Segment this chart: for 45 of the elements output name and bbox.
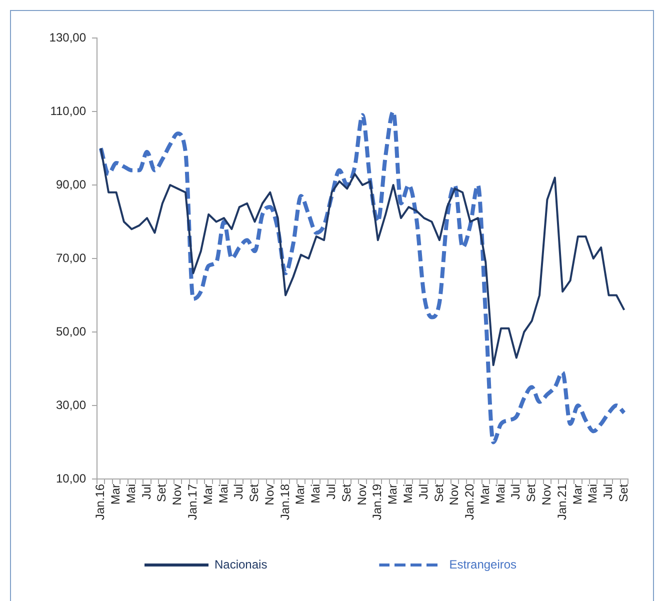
x-tick-label: Nov: [170, 484, 184, 506]
x-tick-label: Mar: [386, 484, 400, 505]
x-tick-label: Jan.19: [370, 484, 384, 520]
x-tick-label: Mai: [124, 484, 138, 504]
x-tick-label: Nov: [262, 484, 276, 506]
x-tick-label: Set: [616, 483, 630, 502]
x-tick-label: Set: [339, 483, 354, 502]
x-tick-label: Mai: [216, 484, 230, 504]
x-tick-label: Jan.16: [93, 484, 108, 520]
x-tick-label: Mar: [293, 484, 308, 505]
x-tick-label: Mai: [400, 484, 415, 504]
x-tick-label: Set: [432, 483, 446, 502]
x-tick-label: Jan.18: [278, 484, 292, 520]
x-tick-label: Jan.21: [554, 484, 569, 520]
x-tick-label: Mar: [108, 484, 123, 505]
x-tick-label: Nov: [354, 484, 369, 506]
x-tick-label: Jul: [324, 484, 338, 500]
x-tick-label: Nov: [540, 484, 554, 506]
y-tick-label: 70,00: [56, 250, 86, 265]
x-tick-label: Mar: [570, 484, 584, 505]
x-tick-label: Set: [524, 483, 538, 502]
x-tick-label: Set: [247, 483, 262, 502]
x-tick-label: Jan.17: [186, 484, 200, 520]
y-tick-label: 30,00: [56, 398, 86, 412]
x-tick-label: Mai: [586, 484, 600, 504]
x-tick-label: Mai: [308, 484, 323, 504]
x-tick-label: Jul: [139, 484, 154, 500]
x-tick-label: Mar: [478, 484, 492, 505]
x-tick-label: Mar: [200, 484, 215, 505]
x-tick-label: Jan.20: [462, 484, 477, 520]
y-tick-label: 90,00: [56, 177, 86, 192]
y-tick-label: 10,00: [56, 471, 86, 486]
x-tick-label: Jul: [508, 484, 523, 500]
x-tick-label: Jul: [601, 484, 616, 500]
x-tick-label: Mai: [493, 484, 508, 504]
line-series: [98, 110, 626, 444]
x-tick-label: Nov: [447, 484, 462, 506]
x-tick-label: Set: [154, 483, 169, 502]
y-tick-label: 50,00: [56, 324, 86, 338]
x-tick-label: Jul: [416, 484, 430, 500]
y-tick-label: 110,00: [50, 104, 86, 118]
y-tick-label: 130,00: [49, 30, 86, 44]
text: Estrangeiros: [449, 557, 517, 572]
text: Nacionais: [214, 557, 268, 572]
x-tick-label: Jul: [232, 484, 246, 500]
